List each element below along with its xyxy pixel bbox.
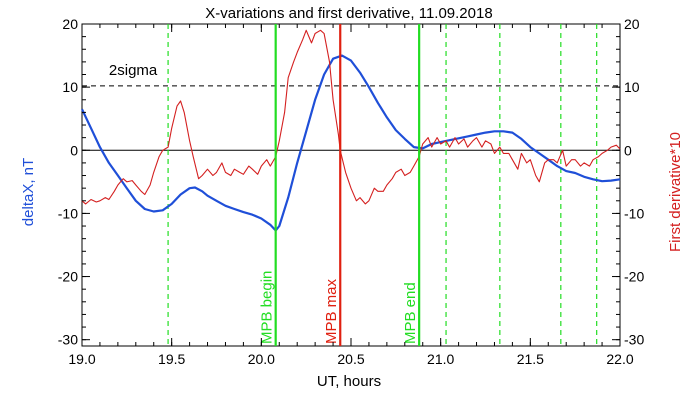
y-tick-label-left: -10 xyxy=(58,205,78,221)
x-tick-label: 19.0 xyxy=(68,351,95,367)
y-tick-label-right: 20 xyxy=(624,16,640,32)
series-line-deltax xyxy=(81,54,621,232)
y-tick-label-right: -20 xyxy=(624,269,644,285)
y-tick-label-left: 10 xyxy=(62,79,78,95)
marker-label-3: MPB end xyxy=(402,282,419,344)
x-tick-label: 20.5 xyxy=(337,351,364,367)
event-markers: MPB begin MPB max MPB end xyxy=(259,24,421,346)
marker-label-1: MPB begin xyxy=(259,271,276,344)
plot-frame xyxy=(81,23,621,347)
sigma-label: 2sigma xyxy=(109,62,158,79)
y-tick-label-right: -30 xyxy=(624,332,644,348)
y-tick-label-left: -20 xyxy=(58,269,78,285)
x-axis-label: UT, hours xyxy=(317,373,381,390)
x-tick-label: 21.5 xyxy=(517,351,544,367)
x-tick-label: 20.0 xyxy=(248,351,275,367)
x-tick-label: 22.0 xyxy=(606,351,633,367)
marker-label-2: MPB max xyxy=(323,278,340,344)
y-axis-label-right: First derivative*10 xyxy=(667,132,684,252)
series-line-derivative xyxy=(81,29,621,205)
y-axis-label-left: deltaX, nT xyxy=(20,158,37,226)
chart-title: X-variations and first derivative, 11.09… xyxy=(205,5,492,22)
y-axis-right: 20 10 0 -10 -20 -30 xyxy=(612,16,644,348)
x-tick-label: 19.5 xyxy=(158,351,185,367)
y-tick-label-right: 10 xyxy=(624,79,640,95)
y-tick-label-right: 0 xyxy=(624,142,632,158)
y-tick-label-left: 0 xyxy=(70,142,78,158)
y-tick-label-right: -10 xyxy=(624,205,644,221)
x-tick-label: 21.0 xyxy=(427,351,454,367)
plot-area: MPB begin MPB max MPB end 2sigma xyxy=(81,23,621,347)
reference-lines xyxy=(82,24,620,346)
y-axis-left: 20 10 0 -10 -20 -30 xyxy=(58,16,90,348)
x-axis: 19.0 19.5 20.0 20.5 21.0 21.5 22.0 xyxy=(68,24,634,367)
y-tick-label-left: -30 xyxy=(58,332,78,348)
data-series xyxy=(81,29,621,232)
y-tick-label-left: 20 xyxy=(62,16,78,32)
